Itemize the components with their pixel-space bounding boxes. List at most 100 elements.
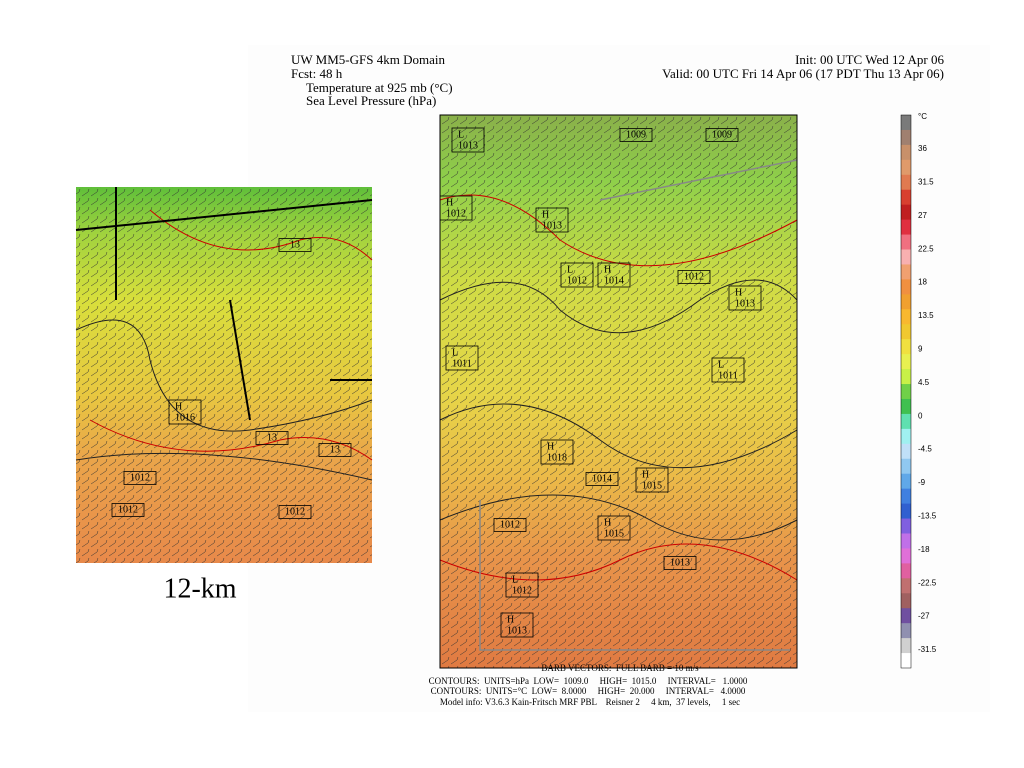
label-box [635, 467, 669, 493]
color-swatch [901, 518, 911, 534]
color-swatch [901, 623, 911, 639]
footer-line: Model info: V3.6.3 Kain-Fritsch MRF PBL … [440, 697, 740, 707]
pressure-center: H [735, 287, 742, 298]
color-swatch [901, 294, 911, 310]
pressure-center: H [547, 441, 554, 452]
footer-line: CONTOURS: UNITS=°C LOW= 8.0000 HIGH= 20.… [431, 686, 746, 696]
color-swatch [901, 608, 911, 624]
color-swatch [901, 398, 911, 415]
pressure-value: 1011 [452, 358, 472, 369]
title: UW MM5-GFS 4km Domain [291, 52, 445, 67]
pressure-center: L [567, 264, 573, 275]
label-box [597, 515, 631, 541]
label-box [493, 518, 527, 532]
pressure-center: L [452, 347, 458, 358]
colorbar-label: 4.5 [918, 378, 930, 387]
color-swatch [901, 593, 911, 609]
pressure-value: 1013 [507, 625, 527, 636]
colorbar-label: 0 [918, 411, 923, 420]
color-swatch [901, 339, 911, 355]
color-swatch [901, 219, 911, 236]
color-swatch [901, 488, 911, 505]
caption: 12-km [163, 573, 236, 604]
forecast: Fcst: 48 h [291, 66, 343, 81]
label-box [663, 556, 697, 570]
colorbar-label: 18 [918, 278, 927, 287]
label-box [168, 399, 202, 425]
pressure-center: H [507, 614, 514, 625]
right-map: UW MM5-GFS 4km Domain Fcst: 48 h Tempera… [291, 52, 944, 669]
color-swatch [901, 264, 911, 280]
label-box [278, 238, 312, 252]
color-swatch [901, 563, 911, 579]
color-swatch [901, 249, 911, 265]
field: Sea Level Pressure (hPa) [306, 93, 436, 108]
color-swatch [901, 503, 911, 520]
label-box [505, 572, 539, 598]
label-box [597, 262, 631, 288]
colorbar-label: -27 [918, 612, 930, 621]
color-swatch [901, 309, 911, 325]
pressure-value: 1012 [567, 275, 587, 286]
colorbar-label: 36 [918, 144, 927, 153]
pressure-center: H [604, 517, 611, 528]
pressure-value: 1013 [670, 557, 690, 568]
label-box [111, 503, 145, 517]
label-box [711, 357, 745, 383]
pressure-value: 1014 [604, 275, 624, 286]
pressure-center: H [446, 197, 453, 208]
pressure-value: 1011 [718, 370, 738, 381]
colorbar-unit: °C [918, 112, 927, 121]
pressure-value: 1009 [626, 129, 646, 140]
color-swatch [901, 174, 911, 191]
colorbar-label: 9 [918, 345, 923, 354]
pressure-value: 1013 [458, 140, 478, 151]
label-box [705, 128, 739, 142]
pressure-value: 1016 [175, 412, 195, 423]
color-swatch [901, 653, 911, 669]
pressure-value: 1018 [547, 452, 567, 463]
color-swatch [901, 384, 911, 400]
color-swatch [901, 369, 911, 385]
color-swatch [901, 234, 911, 251]
pressure-value: 1012 [285, 506, 305, 517]
pressure-center: L [458, 129, 464, 140]
label-box [540, 439, 574, 465]
label-box [728, 285, 762, 311]
pressure-value: 13 [267, 432, 277, 443]
pressure-value: 1013 [735, 298, 755, 309]
colorbar-label: -18 [918, 545, 930, 554]
color-swatch [901, 189, 911, 206]
label-box [278, 505, 312, 519]
color-swatch [901, 548, 911, 564]
label-box [123, 471, 157, 485]
colorbar-frame [900, 114, 912, 669]
pressure-value: 1015 [642, 480, 662, 491]
footer: BARB VECTORS: FULL BARB = 10 m/s CONTOURS… [429, 663, 748, 707]
colorbar-label: -13.5 [918, 512, 937, 521]
pressure-value: 1013 [542, 220, 562, 231]
pressure-value: 1015 [604, 528, 624, 539]
label-box [619, 128, 653, 142]
color-swatch [901, 354, 911, 370]
pressure-value: 1012 [684, 271, 704, 282]
colorbar-label: -31.5 [918, 645, 937, 654]
label-box [535, 207, 569, 233]
color-swatch [901, 533, 911, 549]
label-box [318, 443, 352, 457]
colorbar-label: 27 [918, 211, 927, 220]
pressure-center: H [642, 469, 649, 480]
color-swatch [901, 458, 911, 475]
label-box [500, 612, 534, 638]
pressure-value: 1012 [512, 585, 532, 596]
colorbar-label: -22.5 [918, 578, 937, 587]
color-swatch [901, 144, 911, 161]
label-box [445, 345, 479, 371]
colorbar-label: 31.5 [918, 178, 934, 187]
colorbar-label: -4.5 [918, 445, 932, 454]
color-swatch [901, 115, 911, 131]
colorbar: °C 36 31.5 27 22.5 18 13.5 9 4.5 0 -4.5 -9 -13.5 -18 -… [900, 112, 937, 669]
pressure-center: L [718, 359, 724, 370]
